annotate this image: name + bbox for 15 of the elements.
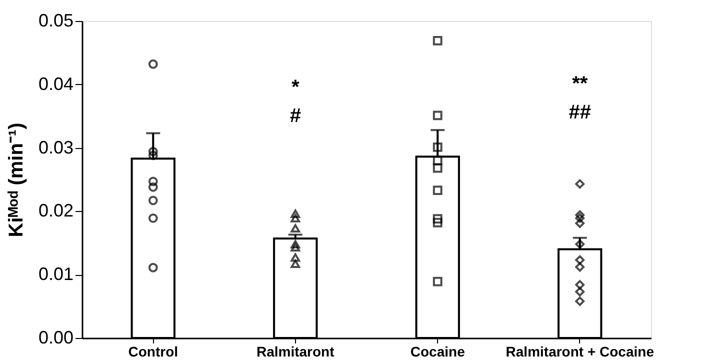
y-tick-label: 0.03	[38, 137, 74, 158]
annotation: ##	[568, 102, 591, 124]
annotation: **	[572, 73, 588, 96]
x-tick-label: Control	[128, 344, 178, 360]
x-tick-label: Ralmitaront + Cocaine	[506, 344, 654, 360]
x-tick-label: Ralmitaront	[256, 344, 335, 360]
annotation: *	[291, 76, 300, 98]
x-tick-label: Cocaine	[410, 344, 466, 360]
y-tick-label: 0.04	[38, 74, 74, 94]
annotation: #	[290, 104, 301, 127]
y-tick-label: 0.02	[38, 200, 74, 221]
y-axis-title: Kiᴹᵒᵈ (min⁻¹)	[5, 122, 28, 238]
y-tick-label: 0.01	[38, 264, 74, 284]
y-tick-label: 0.05	[38, 10, 74, 30]
y-tick-label: 0.00	[38, 328, 74, 348]
